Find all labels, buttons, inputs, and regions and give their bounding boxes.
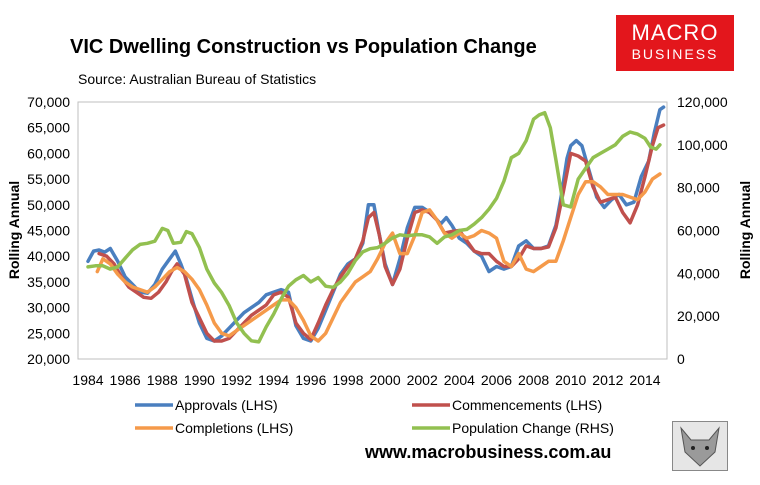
left-tick-label: 20,000 [27,351,70,367]
x-tick-label: 2014 [629,372,660,388]
chart-legend: Approvals (LHS) Commencements (LHS) Comple… [135,397,614,436]
right-axis-ticks: 0 20,000 40,000 60,000 80,000 100,000 120,000 [677,94,728,367]
macrobusiness-logo: MACRO BUSINESS [616,15,734,71]
right-tick-label: 100,000 [677,137,728,153]
x-tick-label: 2006 [481,372,512,388]
left-tick-label: 55,000 [27,171,70,187]
fox-icon [680,426,720,467]
chart-title: VIC Dwelling Construction vs Population … [70,36,537,58]
x-tick-label: 2000 [369,372,400,388]
left-tick-label: 40,000 [27,248,70,264]
left-tick-label: 25,000 [27,325,70,341]
series-line-2 [95,172,662,343]
x-tick-label: 2010 [555,372,586,388]
right-tick-label: 80,000 [677,180,720,196]
x-tick-label: 2004 [444,372,475,388]
legend-label: Commencements (LHS) [452,397,602,413]
website-url: www.macrobusiness.com.au [365,442,612,462]
left-tick-label: 45,000 [27,223,70,239]
x-axis-ticks: 1984 1986 1988 1990 1992 1994 1996 1998 2000 2002… [72,372,660,388]
right-axis-label: Rolling Annual [737,181,753,279]
logo-text-top: MACRO [631,20,719,45]
fox-badge-image [672,421,728,471]
right-tick-label: 60,000 [677,223,720,239]
left-tick-label: 70,000 [27,94,70,110]
right-tick-label: 40,000 [677,265,720,281]
left-axis-label: Rolling Annual [6,181,22,279]
x-tick-label: 1994 [258,372,289,388]
series-line-1 [97,123,666,343]
legend-label: Population Change (RHS) [452,420,614,436]
right-tick-label: 120,000 [677,94,728,110]
x-tick-label: 1996 [295,372,326,388]
x-tick-label: 1988 [147,372,178,388]
x-tick-label: 1992 [221,372,252,388]
x-tick-label: 2008 [518,372,549,388]
right-tick-label: 20,000 [677,308,720,324]
legend-label: Completions (LHS) [175,420,293,436]
left-tick-label: 50,000 [27,197,70,213]
x-tick-label: 1986 [110,372,141,388]
x-tick-label: 1998 [332,372,363,388]
series-line-3 [86,110,662,344]
plot-area-border [77,101,668,360]
x-tick-label: 1990 [184,372,215,388]
chart-axes [77,101,668,360]
left-tick-label: 35,000 [27,274,70,290]
logo-text-bottom: BUSINESS [631,46,719,62]
left-tick-label: 65,000 [27,120,70,136]
chart-subtitle: Source: Australian Bureau of Statistics [78,71,317,87]
left-axis-ticks: 20,000 25,000 30,000 35,000 40,000 45,000 50,0… [27,94,70,367]
x-tick-label: 2002 [407,372,438,388]
x-tick-label: 2012 [592,372,623,388]
x-tick-label: 1984 [72,372,103,388]
series-lines [86,105,666,344]
legend-label: Approvals (LHS) [175,397,278,413]
right-tick-label: 0 [677,351,685,367]
left-tick-label: 30,000 [27,300,70,316]
left-tick-label: 60,000 [27,145,70,161]
